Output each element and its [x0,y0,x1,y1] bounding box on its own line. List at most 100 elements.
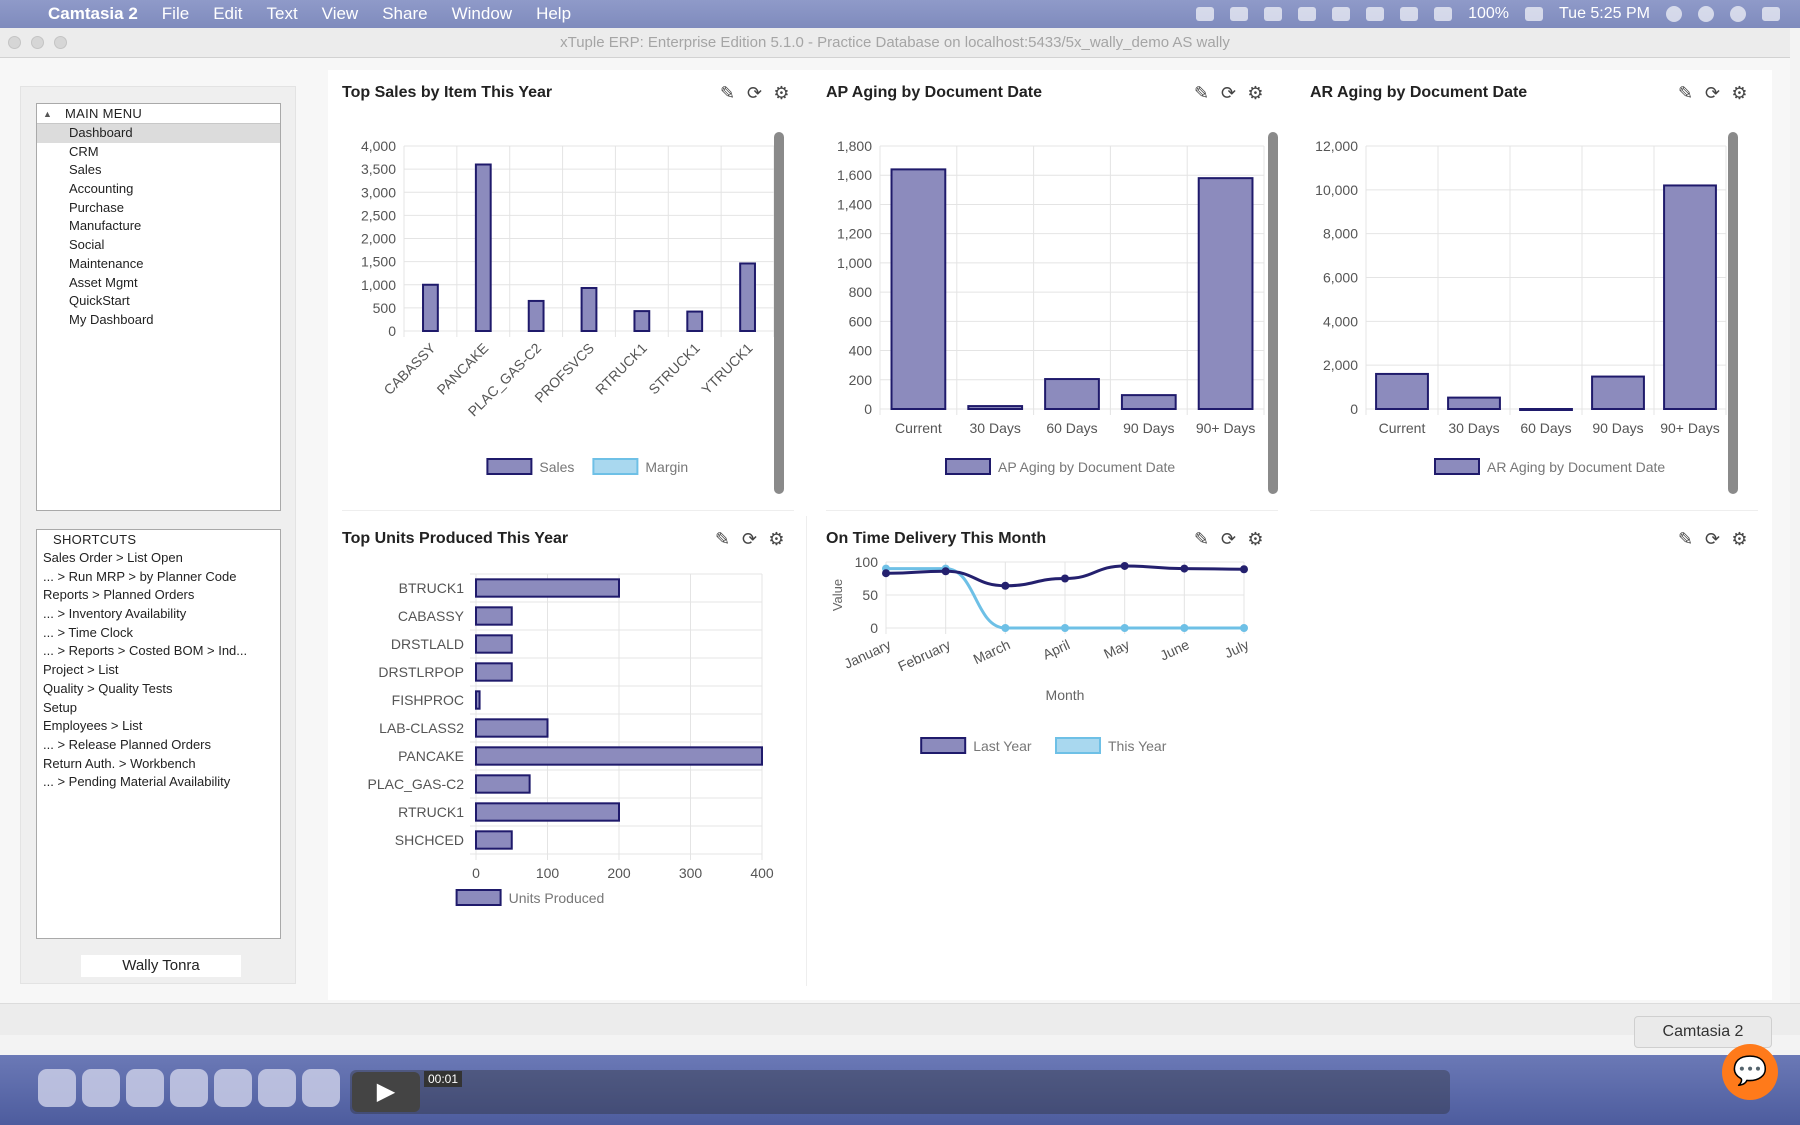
menu-help[interactable]: Help [536,4,572,23]
refresh-icon[interactable]: ⟳ [1704,529,1721,549]
gear-icon[interactable]: ⚙ [768,529,785,549]
x-tick-label: June [1157,636,1191,663]
dock [0,1055,1800,1125]
user-icon[interactable] [1666,6,1682,22]
shortcut-item[interactable]: Quality > Quality Tests [43,680,173,696]
refresh-icon[interactable]: ⟳ [1704,83,1721,103]
legend-label: This Year [1108,738,1167,754]
bar [475,634,513,654]
menu-edit[interactable]: Edit [213,4,243,23]
clipboard-icon[interactable] [1298,7,1317,21]
notification-center-icon[interactable] [1762,7,1780,21]
notes-icon[interactable] [302,1069,340,1107]
shortcut-item[interactable]: ... > Reports > Costed BOM > Ind... [43,643,248,659]
gear-icon[interactable]: ⚙ [1731,83,1748,103]
launchpad-icon[interactable] [170,1069,208,1107]
siri-icon[interactable] [1730,6,1746,22]
panel-tools: ✎ ⟳ ⚙ [1674,82,1751,104]
chat-bubble-icon[interactable]: 💬 [1722,1044,1778,1100]
safari-icon[interactable] [126,1069,164,1107]
bluetooth-icon[interactable] [1332,7,1351,21]
refresh-icon[interactable]: ⟳ [746,83,763,103]
finder-icon[interactable] [38,1069,76,1107]
shortcut-item[interactable]: Sales Order > List Open [43,550,183,565]
gear-icon[interactable]: ⚙ [1247,529,1264,549]
shortcut-item[interactable]: ... > Release Planned Orders [43,736,212,752]
y-tick-label: 100 [855,554,879,570]
menu-view[interactable]: View [321,4,359,23]
legend-swatch [455,889,502,906]
video-scrubber[interactable] [350,1070,1450,1114]
camtasia-record-icon[interactable] [1196,7,1215,21]
refresh-icon[interactable]: ⟳ [1220,529,1237,549]
gear-icon[interactable]: ⚙ [1247,83,1264,103]
menu-item-accounting[interactable]: Accounting [69,181,134,197]
edit-icon[interactable]: ✎ [1193,529,1210,549]
edit-icon[interactable]: ✎ [1193,83,1210,103]
x-tick-label: 100 [536,865,560,881]
edit-icon[interactable]: ✎ [714,529,731,549]
volume-icon[interactable] [1434,7,1453,21]
shortcut-item[interactable]: Reports > Planned Orders [43,587,195,603]
close-window-button[interactable] [8,36,21,49]
bar [1591,375,1645,410]
shortcut-item[interactable]: Employees > List [43,718,143,734]
menu-item-my-dashboard[interactable]: My Dashboard [69,311,154,327]
menu-item-asset-mgmt[interactable]: Asset Mgmt [69,274,138,290]
mail-icon[interactable] [214,1069,252,1107]
refresh-icon[interactable]: ⟳ [741,529,758,549]
clock[interactable]: Tue 5:25 PM [1558,5,1650,22]
divider [826,510,1278,511]
menu-file[interactable]: File [161,4,190,23]
shortcut-item[interactable]: ... > Pending Material Availability [43,774,231,790]
shortcut-item[interactable]: ... > Inventory Availability [43,606,187,622]
play-icon[interactable]: ▶ [352,1072,420,1112]
edit-icon[interactable]: ✎ [1677,83,1694,103]
bar [475,746,763,766]
shortcuts-header: SHORTCUTS [53,532,137,547]
shortcut-item[interactable]: ... > Run MRP > by Planner Code [43,568,237,584]
siri-dock-icon[interactable] [82,1069,120,1107]
refresh-icon[interactable]: ⟳ [1220,83,1237,103]
menu-item-crm[interactable]: CRM [69,143,99,159]
menu-text[interactable]: Text [266,4,298,23]
collapse-triangle-icon[interactable]: ▲ [43,108,53,119]
shortcut-item[interactable]: Project > List [43,662,119,678]
menu-item-manufacture[interactable]: Manufacture [69,218,142,234]
shortcut-item[interactable]: Setup [43,699,77,715]
menu-share[interactable]: Share [382,4,428,23]
menu-item-quickstart[interactable]: QuickStart [69,293,130,309]
menu-item-sales[interactable]: Sales [69,162,102,178]
x-tick-label: 60 Days [1520,420,1571,436]
gear-icon[interactable]: ⚙ [1731,529,1748,549]
calendar-icon[interactable] [258,1069,296,1107]
shortcut-item[interactable]: Return Auth. > Workbench [43,755,196,771]
main-menu-header[interactable]: ▲ MAIN MENU [37,104,280,124]
x-tick-label: April [1040,636,1072,662]
menu-item-maintenance[interactable]: Maintenance [69,255,144,271]
spotlight-icon[interactable] [1698,6,1714,22]
edit-icon[interactable]: ✎ [1677,529,1694,549]
y-tick-label: 10,000 [1315,182,1358,198]
edit-icon[interactable]: ✎ [719,83,736,103]
bar [475,774,531,794]
y-axis-label: Value [830,579,845,611]
menu-item-dashboard[interactable]: Dashboard [37,124,280,143]
zoom-window-button[interactable] [54,36,67,49]
shortcut-item[interactable]: ... > Time Clock [43,624,133,640]
app-name-menu[interactable]: Camtasia 2 [48,4,138,23]
airplay-icon[interactable] [1400,7,1419,21]
dropbox-icon[interactable] [1264,7,1283,21]
gear-icon[interactable]: ⚙ [773,83,790,103]
menu-window[interactable]: Window [451,4,513,23]
bar [475,830,513,850]
y-tick-label: SHCHCED [395,832,464,848]
menu-item-social[interactable]: Social [69,237,105,253]
wifi-icon[interactable] [1366,7,1385,21]
data-point [1240,624,1248,632]
x-tick-label: May [1101,636,1132,662]
battery-icon[interactable] [1524,7,1543,21]
minimize-window-button[interactable] [31,36,44,49]
stop-icon[interactable] [1230,7,1249,21]
menu-item-purchase[interactable]: Purchase [69,199,124,215]
